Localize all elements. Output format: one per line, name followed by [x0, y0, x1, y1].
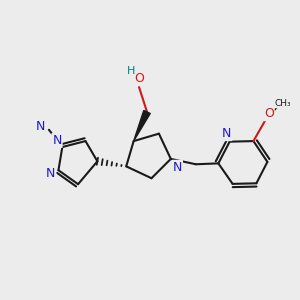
Text: N: N: [46, 167, 56, 180]
Text: N: N: [36, 120, 45, 133]
Text: H: H: [127, 66, 135, 76]
Text: N: N: [222, 127, 231, 140]
Text: O: O: [135, 72, 145, 85]
Text: N: N: [173, 161, 182, 174]
Text: O: O: [264, 107, 274, 120]
Polygon shape: [134, 110, 150, 141]
Text: CH₃: CH₃: [275, 98, 292, 107]
Text: N: N: [52, 134, 62, 147]
